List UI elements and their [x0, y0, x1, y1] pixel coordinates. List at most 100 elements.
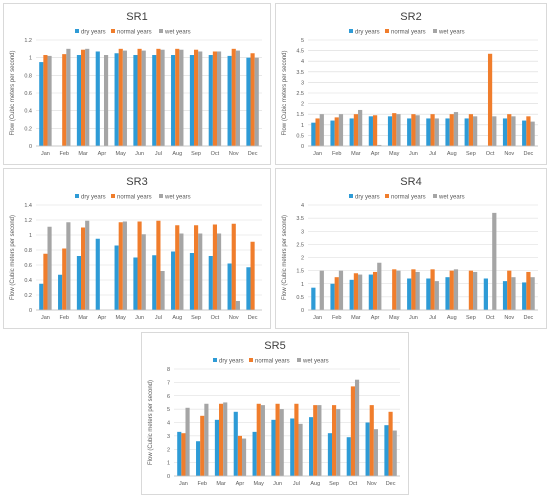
x-tick-label: Dec — [248, 151, 258, 157]
bar-wet-oct — [354, 379, 360, 476]
x-tick-label: May — [254, 481, 265, 487]
bar-wet-jun — [141, 50, 146, 146]
y-axis-label: Flow (Cubic meters per second) — [148, 380, 154, 465]
bar-wet-oct — [492, 212, 497, 310]
x-tick-label: Oct — [211, 151, 220, 157]
bar-dry-jan — [39, 62, 44, 147]
y-tick-label: 4 — [167, 421, 170, 427]
legend-label-normal: normal years — [117, 195, 152, 201]
x-tick-label: May — [389, 151, 400, 157]
x-tick-label: Nov — [229, 151, 239, 157]
x-tick-label: Apr — [98, 315, 107, 321]
bar-wet-mar — [358, 274, 363, 310]
bar-normal-dec — [526, 116, 531, 146]
y-tick-label: 2 — [301, 256, 304, 262]
legend-label-normal: normal years — [117, 30, 152, 36]
x-tick-label: Sep — [466, 315, 476, 321]
bar-wet-dec — [254, 57, 259, 146]
bar-normal-dec — [250, 241, 255, 310]
x-tick-label: Jul — [155, 151, 162, 157]
x-tick-label: Jun — [409, 151, 418, 157]
y-tick-label: 1 — [29, 56, 32, 62]
chart-panel-sr4: SR4 dry years normal years wet years Flow (C… — [275, 168, 547, 329]
bar-dry-nov — [227, 263, 232, 310]
y-tick-label: 0.5 — [296, 295, 304, 301]
y-tick-label: 1 — [167, 461, 170, 467]
bar-wet-oct — [216, 51, 222, 146]
y-tick-label: 1 — [301, 282, 304, 288]
bar-dry-feb — [330, 283, 335, 310]
x-tick-label: Mar — [216, 481, 226, 487]
bar-normal-may — [118, 48, 123, 147]
x-tick-label: Jul — [155, 315, 162, 321]
bar-wet-aug — [317, 405, 322, 476]
x-tick-label: Mar — [78, 151, 88, 157]
x-tick-label: Sep — [466, 151, 476, 157]
bar-dry-nov — [502, 118, 508, 146]
bar-normal-aug — [175, 225, 180, 310]
x-tick-label: Feb — [332, 315, 341, 321]
bar-normal-feb — [62, 248, 67, 310]
bar-normal-oct — [350, 386, 355, 476]
y-tick-label: 0.6 — [24, 91, 32, 97]
bar-dry-dec — [246, 267, 251, 310]
bar-wet-nov — [235, 50, 240, 146]
bar-dry-apr — [95, 51, 100, 146]
legend-swatch-wet — [297, 358, 301, 362]
bar-normal-nov — [231, 48, 236, 147]
x-tick-label: Dec — [524, 151, 534, 157]
bar-normal-jun — [275, 403, 280, 476]
y-tick-label: 0 — [167, 474, 170, 480]
bar-dry-oct — [483, 278, 488, 310]
bar-wet-oct — [216, 233, 222, 310]
y-tick-label: 3.5 — [296, 216, 304, 222]
bar-normal-mar — [353, 114, 359, 146]
y-tick-label: 1.2 — [24, 38, 32, 44]
y-tick-label: 0.2 — [24, 126, 32, 132]
x-tick-label: Feb — [198, 481, 207, 487]
x-tick-label: Aug — [172, 151, 182, 157]
bar-wet-jul — [160, 271, 165, 310]
x-tick-label: Apr — [371, 315, 380, 321]
bar-normal-jun — [411, 269, 416, 310]
bar-normal-may — [118, 222, 123, 310]
bar-normal-jan — [315, 118, 320, 146]
bar-normal-sep — [468, 114, 474, 146]
legend-label-normal: normal years — [255, 359, 290, 365]
bar-normal-dec — [526, 271, 531, 310]
bar-normal-aug — [175, 48, 180, 147]
bar-dry-nov — [227, 55, 232, 146]
x-tick-label: Jan — [179, 481, 188, 487]
bar-dry-apr — [95, 238, 100, 310]
bar-wet-jul — [434, 118, 439, 146]
x-tick-label: Dec — [524, 315, 534, 321]
y-tick-label: 1 — [29, 233, 32, 239]
bar-normal-dec — [250, 53, 255, 146]
chart-panel-sr1: SR1 dry years normal years wet years Flow (C… — [3, 3, 271, 165]
y-tick-label: 0.4 — [24, 278, 32, 284]
bar-dry-dec — [384, 425, 389, 476]
bar-wet-apr — [377, 262, 382, 310]
y-tick-label: 3 — [301, 229, 304, 235]
x-tick-label: Apr — [236, 481, 245, 487]
chart-svg: SR3 dry years normal years wet years Flow (C… — [10, 176, 262, 321]
bar-dry-sep — [327, 433, 333, 476]
y-tick-label: 0 — [29, 144, 32, 150]
bar-normal-sep — [194, 49, 199, 146]
bar-wet-jun — [415, 271, 420, 310]
bar-dry-nov — [502, 281, 508, 310]
bar-dry-jun — [407, 118, 412, 146]
legend-swatch-dry — [349, 194, 353, 198]
bar-normal-may — [256, 403, 261, 476]
legend-swatch-dry — [75, 194, 79, 198]
bar-normal-oct — [212, 51, 217, 146]
bar-wet-jul — [160, 49, 165, 146]
bar-wet-aug — [179, 49, 184, 146]
y-tick-label: 1 — [301, 123, 304, 129]
bar-dry-dec — [246, 57, 251, 146]
bar-wet-feb — [204, 403, 209, 476]
bar-dry-jan — [311, 122, 316, 146]
bar-wet-may — [396, 270, 401, 310]
y-tick-label: 4 — [301, 59, 304, 65]
bar-wet-aug — [179, 233, 184, 310]
